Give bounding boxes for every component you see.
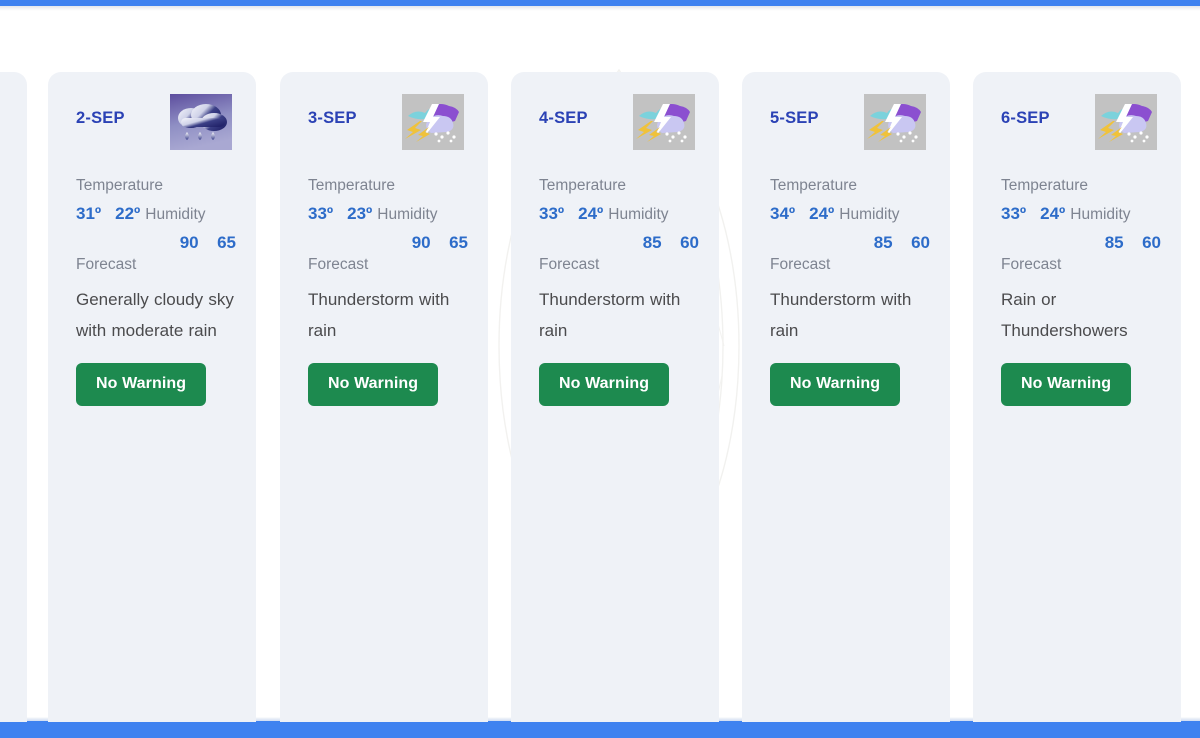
- humidity-label: Humidity: [608, 205, 669, 223]
- card-header: 6-SEP: [973, 72, 1181, 164]
- humidity-values: 90 65: [280, 233, 488, 253]
- card-header: 3-SEP: [280, 72, 488, 164]
- warning-status-button[interactable]: No Warning: [308, 363, 439, 407]
- forecast-card[interactable]: 2-SEP: [48, 72, 256, 722]
- forecast-label: Forecast: [770, 255, 831, 273]
- forecast-description: Thunderstorm with rain: [770, 289, 912, 341]
- thunderstorm-icon: [402, 94, 464, 150]
- humidity-label: Humidity: [145, 205, 206, 223]
- forecast-date: 3-SEP: [308, 109, 357, 127]
- forecast-description: Thunderstorm with rain: [308, 289, 450, 341]
- top-accent-bar: [0, 0, 1200, 6]
- humidity-min-value: 60: [1142, 232, 1161, 252]
- humidity-max-value: 85: [642, 232, 662, 252]
- forecast-label: Forecast: [308, 255, 369, 273]
- temp-max-value: 33º: [1001, 203, 1027, 223]
- forecast-description: Generally cloudy sky with moderate rain: [76, 289, 234, 341]
- temp-min-value: 24º: [1040, 203, 1066, 223]
- temperature-label: Temperature: [76, 177, 164, 194]
- forecast-card[interactable]: 6-SEP Temperature: [973, 72, 1181, 722]
- temperature-label: Temperature: [308, 177, 396, 194]
- forecast-cards-strip: 2-SEP: [0, 72, 1200, 722]
- humidity-label: Humidity: [377, 205, 438, 223]
- temp-max-value: 33º: [539, 203, 565, 223]
- forecast-card[interactable]: 3-SEP Temperature: [280, 72, 488, 722]
- forecast-label: Forecast: [1001, 255, 1062, 273]
- forecast-date: 6-SEP: [1001, 109, 1050, 127]
- temp-max-value: 31º: [76, 203, 102, 223]
- humidity-max-value: 90: [411, 232, 431, 252]
- warning-status-button[interactable]: No Warning: [539, 363, 670, 407]
- humidity-max-value: 85: [873, 232, 893, 252]
- humidity-min-value: 65: [449, 232, 468, 252]
- thunderstorm-icon: [1095, 94, 1157, 150]
- card-header: 2-SEP: [48, 72, 256, 164]
- humidity-values: 85 60: [511, 233, 719, 253]
- forecast-date: 5-SEP: [770, 109, 819, 127]
- temperature-values: 33º 23º Humidity: [308, 204, 488, 224]
- temp-min-value: 22º: [115, 203, 141, 223]
- temperature-values: 34º 24º Humidity: [770, 204, 950, 224]
- forecast-card-partial-left: [0, 72, 27, 722]
- rain-cloud-icon: [170, 94, 232, 150]
- forecast-date: 4-SEP: [539, 109, 588, 127]
- temp-min-value: 24º: [578, 203, 604, 223]
- temperature-label: Temperature: [539, 177, 627, 194]
- temp-max-value: 33º: [308, 203, 334, 223]
- forecast-description: Rain or Thundershowers: [1001, 289, 1128, 341]
- humidity-max-value: 90: [179, 232, 199, 252]
- top-bar-shadow: [0, 6, 1200, 11]
- forecast-description: Thunderstorm with rain: [539, 289, 681, 341]
- warning-status-button[interactable]: No Warning: [76, 363, 207, 407]
- bottom-accent-bar: [0, 721, 1200, 738]
- temperature-label: Temperature: [770, 177, 858, 194]
- temperature-values: 33º 24º Humidity: [1001, 204, 1181, 224]
- temperature-values: 33º 24º Humidity: [539, 204, 719, 224]
- humidity-min-value: 60: [680, 232, 699, 252]
- humidity-values: 85 60: [742, 233, 950, 253]
- forecast-card[interactable]: 5-SEP Temperature: [742, 72, 950, 722]
- card-header: 5-SEP: [742, 72, 950, 164]
- card-header: 4-SEP: [511, 72, 719, 164]
- temperature-values: 31º 22º Humidity: [76, 204, 256, 224]
- temp-min-value: 24º: [809, 203, 835, 223]
- temp-min-value: 23º: [347, 203, 373, 223]
- thunderstorm-icon: [633, 94, 695, 150]
- temperature-label: Temperature: [1001, 177, 1089, 194]
- warning-status-button[interactable]: No Warning: [770, 363, 901, 407]
- forecast-date: 2-SEP: [76, 109, 125, 127]
- forecast-label: Forecast: [539, 255, 600, 273]
- humidity-values: 85 60: [973, 233, 1181, 253]
- humidity-values: 90 65: [48, 233, 256, 253]
- humidity-max-value: 85: [1104, 232, 1124, 252]
- humidity-min-value: 60: [911, 232, 930, 252]
- humidity-label: Humidity: [839, 205, 900, 223]
- warning-status-button[interactable]: No Warning: [1001, 363, 1132, 407]
- forecast-label: Forecast: [76, 255, 137, 273]
- thunderstorm-icon: [864, 94, 926, 150]
- temp-max-value: 34º: [770, 203, 796, 223]
- humidity-label: Humidity: [1070, 205, 1131, 223]
- forecast-card[interactable]: 4-SEP Temperature: [511, 72, 719, 722]
- humidity-min-value: 65: [217, 232, 236, 252]
